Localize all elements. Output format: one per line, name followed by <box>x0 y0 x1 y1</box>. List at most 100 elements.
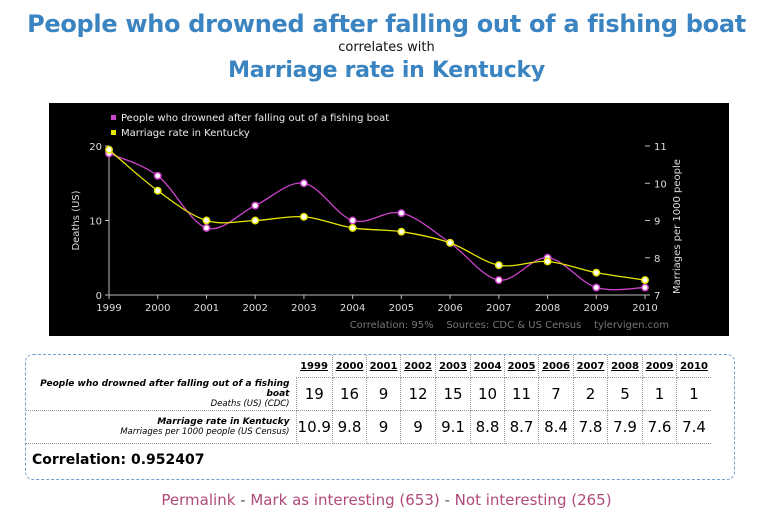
data-point <box>397 227 406 236</box>
year-header: 2000 <box>332 355 367 378</box>
y-axis-label-right: Marriages per 1000 people <box>672 159 683 294</box>
chart-title-connector: correlates with <box>338 40 435 55</box>
data-point <box>251 216 260 225</box>
series-line-drownings <box>108 152 646 291</box>
table-header-row: 1999 2000 2001 2002 2003 2004 2005 2006 … <box>26 355 711 378</box>
year-header: 2010 <box>676 355 711 378</box>
data-point <box>202 216 211 225</box>
data-point <box>153 171 162 180</box>
mark-interesting-link[interactable]: Mark as interesting (653) <box>250 491 440 509</box>
chart-title-secondary: Marriage rate in Kentucky <box>228 58 545 83</box>
data-point <box>299 179 308 188</box>
data-point <box>592 268 601 277</box>
table-cell: 16 <box>332 377 367 411</box>
table-cell: 9 <box>400 410 436 444</box>
legend-label: People who drowned after falling out of … <box>121 113 389 124</box>
table-cell: 2 <box>573 377 608 411</box>
year-header: 2002 <box>400 355 436 378</box>
x-tick-label: 2002 <box>242 303 267 314</box>
y-right-tick-label: 7 <box>654 291 660 302</box>
table-cell: 12 <box>400 377 436 411</box>
data-point <box>299 212 308 221</box>
data-point <box>641 276 649 285</box>
table-cell: 5 <box>607 377 643 411</box>
table-cell: 7.8 <box>573 410 608 444</box>
table-row: People who drowned after falling out of … <box>26 377 711 411</box>
x-tick-label: 2006 <box>437 303 462 314</box>
legend-swatch <box>111 130 116 135</box>
y-right-tick-label: 9 <box>654 217 660 228</box>
data-point <box>494 261 503 270</box>
row-label-sub: Marriages per 1000 people (US Census) <box>120 427 290 437</box>
year-header: 2005 <box>504 355 539 378</box>
x-tick-label: 2003 <box>291 303 316 314</box>
chart-canvas: 0 10 20 7 8 9 10 11 1999 2000 2001 2002 2003 2004 2005… <box>71 113 683 331</box>
chart-footer: Correlation: 95% Sources: CDC & US Censu… <box>350 320 669 331</box>
chart-title-primary: People who drowned after falling out of … <box>27 10 746 38</box>
legend-swatch <box>111 115 116 120</box>
x-tick-label: 2000 <box>145 303 170 314</box>
table-cell: 19 <box>296 377 333 411</box>
table-cell: 8.7 <box>504 410 539 444</box>
year-header: 2003 <box>435 355 471 378</box>
data-point <box>348 224 357 232</box>
data-point <box>543 257 552 266</box>
data-point <box>251 201 260 210</box>
data-table: 1999 2000 2001 2002 2003 2004 2005 2006 … <box>26 355 711 444</box>
action-links: Permalink - Mark as interesting (653) - … <box>0 491 773 509</box>
permalink-link[interactable]: Permalink <box>161 491 236 509</box>
table-cell: 9 <box>366 410 401 444</box>
table-cell: 10.9 <box>296 410 333 444</box>
year-header: 2009 <box>642 355 677 378</box>
year-header: 2007 <box>573 355 608 378</box>
y-axis-label-left: Deaths (US) <box>71 190 82 250</box>
x-tick-label: 1999 <box>96 303 121 314</box>
year-header: 2001 <box>366 355 401 378</box>
data-point <box>397 209 406 218</box>
data-point <box>641 283 649 292</box>
y-right-tick-label: 11 <box>654 142 667 153</box>
table-cell: 7 <box>538 377 574 411</box>
x-tick-label: 2008 <box>535 303 560 314</box>
row-label-marriage: Marriage rate in Kentucky Marriages per … <box>26 410 297 444</box>
table-cell: 7.4 <box>676 410 711 444</box>
x-tick-label: 2009 <box>584 303 609 314</box>
table-corner-cell <box>26 355 296 378</box>
year-header: 2004 <box>470 355 505 378</box>
table-row: Marriage rate in Kentucky Marriages per … <box>26 410 711 444</box>
x-tick-label: 2005 <box>389 303 414 314</box>
table-cell: 7.9 <box>607 410 643 444</box>
y-left-tick-label: 10 <box>89 217 102 228</box>
row-label-drownings: People who drowned after falling out of … <box>26 377 297 411</box>
y-left-tick-label: 0 <box>96 291 102 302</box>
table-cell: 1 <box>676 377 711 411</box>
year-header: 2008 <box>607 355 643 378</box>
data-point <box>446 238 455 247</box>
correlation-value: Correlation: 0.952407 <box>32 452 205 468</box>
row-label-main: People who drowned after falling out of … <box>40 378 290 399</box>
not-interesting-link[interactable]: Not interesting (265) <box>454 491 612 509</box>
x-tick-label: 2004 <box>340 303 365 314</box>
table-cell: 9.8 <box>332 410 367 444</box>
data-point <box>153 186 162 195</box>
y-left-tick-label: 20 <box>89 142 102 153</box>
data-point <box>494 276 503 285</box>
table-cell: 9.1 <box>435 410 471 444</box>
x-tick-label: 2001 <box>194 303 219 314</box>
row-label-main: Marriage rate in Kentucky <box>157 417 290 427</box>
legend-label: Marriage rate in Kentucky <box>121 128 250 139</box>
correlation-chart: 0 10 20 7 8 9 10 11 1999 2000 2001 2002 2003 2004 2005… <box>49 103 729 336</box>
data-point <box>348 216 357 225</box>
table-cell: 10 <box>470 377 505 411</box>
link-separator: - <box>439 491 455 509</box>
row-label-sub: Deaths (US) (CDC) <box>210 398 290 409</box>
year-header: 2006 <box>538 355 574 378</box>
table-cell: 11 <box>504 377 539 411</box>
table-cell: 1 <box>642 377 677 411</box>
x-tick-label: 2010 <box>632 303 657 314</box>
x-tick-label: 2007 <box>486 303 511 314</box>
table-cell: 15 <box>435 377 471 411</box>
data-point <box>592 283 601 292</box>
data-point <box>105 145 113 154</box>
year-header: 1999 <box>296 355 333 378</box>
